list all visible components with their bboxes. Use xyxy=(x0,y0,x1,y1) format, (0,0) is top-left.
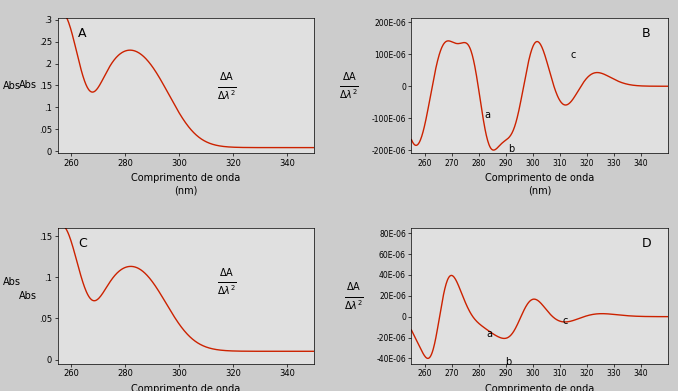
Text: A: A xyxy=(78,27,87,40)
X-axis label: Comprimento de onda
(nm): Comprimento de onda (nm) xyxy=(485,384,594,391)
Text: C: C xyxy=(78,237,87,250)
Text: Abs: Abs xyxy=(3,81,22,91)
Text: c: c xyxy=(563,316,568,326)
Text: B: B xyxy=(642,27,651,40)
Text: b: b xyxy=(506,357,512,368)
Text: D: D xyxy=(642,237,652,250)
X-axis label: Comprimento de onda
(nm): Comprimento de onda (nm) xyxy=(132,173,241,195)
Text: c: c xyxy=(571,50,576,59)
X-axis label: Comprimento de onda
(nm): Comprimento de onda (nm) xyxy=(132,384,241,391)
Text: Abs: Abs xyxy=(3,276,22,287)
Y-axis label: Abs: Abs xyxy=(19,291,37,301)
X-axis label: Comprimento de onda
(nm): Comprimento de onda (nm) xyxy=(485,173,594,195)
Text: a: a xyxy=(484,110,490,120)
Y-axis label: $\Delta$A
$\overline{\Delta\lambda^2}$: $\Delta$A $\overline{\Delta\lambda^2}$ xyxy=(339,70,359,101)
Text: $\Delta$A
$\overline{\Delta\lambda^2}$: $\Delta$A $\overline{\Delta\lambda^2}$ xyxy=(217,70,237,102)
Y-axis label: Abs: Abs xyxy=(19,81,37,90)
Text: $\Delta$A
$\overline{\Delta\lambda^2}$: $\Delta$A $\overline{\Delta\lambda^2}$ xyxy=(217,266,237,297)
Text: b: b xyxy=(508,144,515,154)
Text: a: a xyxy=(487,329,493,339)
Y-axis label: $\Delta$A
$\overline{\Delta\lambda^2}$: $\Delta$A $\overline{\Delta\lambda^2}$ xyxy=(344,280,364,312)
